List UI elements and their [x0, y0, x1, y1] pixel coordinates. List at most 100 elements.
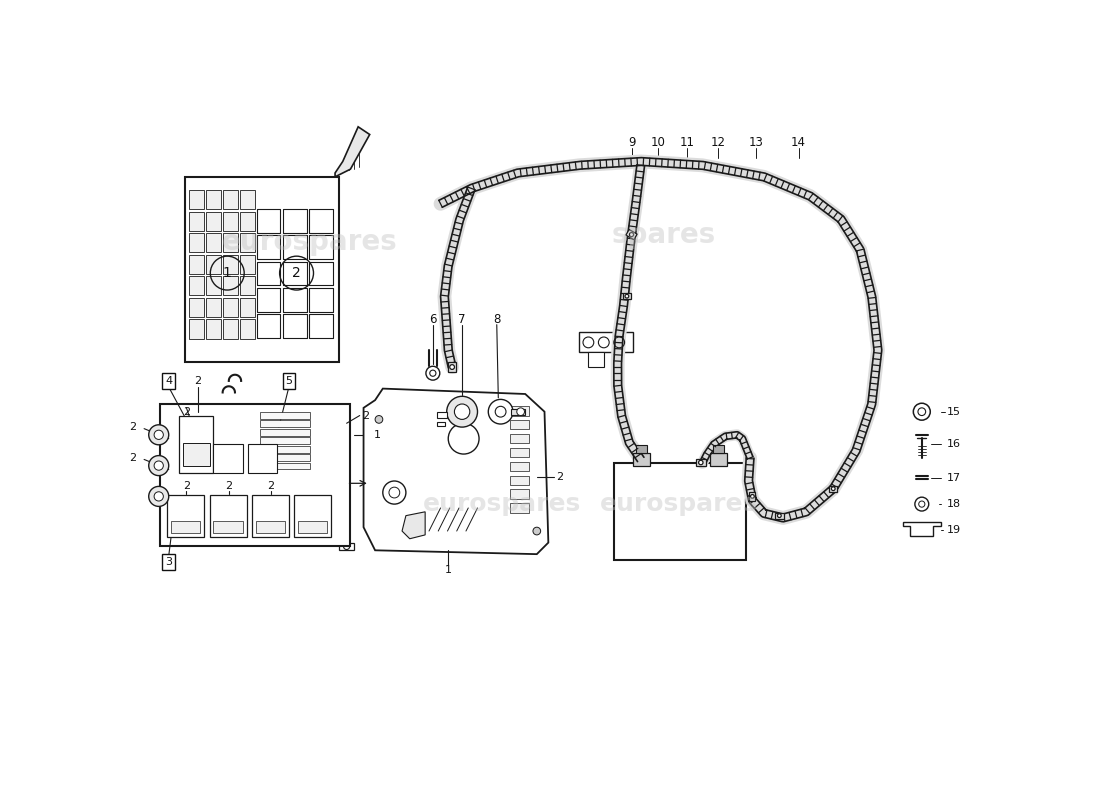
- Bar: [256, 209, 280, 233]
- Polygon shape: [902, 522, 942, 536]
- Bar: [206, 319, 221, 338]
- Circle shape: [915, 497, 928, 511]
- Bar: [213, 444, 243, 474]
- Bar: [213, 521, 243, 533]
- Text: 17: 17: [947, 473, 961, 483]
- Circle shape: [488, 399, 513, 424]
- Text: 12: 12: [711, 136, 725, 149]
- Text: 7: 7: [459, 313, 466, 326]
- Bar: [260, 420, 310, 427]
- Bar: [240, 190, 255, 209]
- Bar: [283, 288, 307, 311]
- Bar: [206, 211, 221, 230]
- Bar: [222, 276, 238, 295]
- Text: 1: 1: [223, 266, 232, 280]
- Circle shape: [517, 408, 525, 415]
- Bar: [240, 254, 255, 274]
- Polygon shape: [363, 389, 548, 554]
- Bar: [252, 495, 289, 538]
- Polygon shape: [623, 294, 631, 299]
- Circle shape: [447, 396, 477, 427]
- Bar: [634, 453, 650, 466]
- Text: eurospares: eurospares: [601, 492, 758, 516]
- Bar: [438, 422, 446, 426]
- Bar: [183, 442, 209, 466]
- Bar: [283, 235, 307, 259]
- Text: eurospares: eurospares: [222, 228, 397, 256]
- Circle shape: [832, 487, 835, 490]
- Bar: [189, 211, 205, 230]
- Text: 14: 14: [791, 136, 806, 149]
- Polygon shape: [449, 362, 455, 373]
- Text: 10: 10: [650, 136, 666, 149]
- Bar: [260, 446, 310, 453]
- Circle shape: [375, 415, 383, 423]
- Bar: [222, 254, 238, 274]
- Text: 15: 15: [947, 406, 961, 417]
- Circle shape: [148, 486, 168, 506]
- Bar: [510, 490, 529, 498]
- Bar: [713, 445, 724, 453]
- Text: 8: 8: [493, 313, 500, 326]
- Bar: [189, 190, 205, 209]
- Bar: [510, 448, 529, 457]
- Bar: [206, 254, 221, 274]
- Circle shape: [750, 494, 755, 498]
- Polygon shape: [749, 492, 756, 501]
- Text: 18: 18: [947, 499, 961, 509]
- Bar: [260, 462, 310, 470]
- Text: 1: 1: [444, 565, 452, 574]
- Bar: [309, 314, 332, 338]
- Circle shape: [625, 294, 629, 298]
- Text: eurospares: eurospares: [424, 492, 581, 516]
- Bar: [510, 420, 529, 430]
- Bar: [510, 434, 529, 443]
- Bar: [240, 211, 255, 230]
- Circle shape: [917, 408, 926, 415]
- Text: 2: 2: [183, 482, 190, 491]
- Bar: [283, 314, 307, 338]
- Bar: [283, 262, 307, 286]
- Text: 6: 6: [429, 313, 437, 326]
- Text: 5: 5: [285, 376, 293, 386]
- Text: 13: 13: [749, 136, 763, 149]
- Bar: [309, 209, 332, 233]
- Circle shape: [778, 514, 781, 518]
- Bar: [160, 404, 351, 546]
- Bar: [167, 495, 205, 538]
- Bar: [260, 429, 310, 435]
- Bar: [256, 235, 280, 259]
- Text: 3: 3: [165, 557, 173, 567]
- Bar: [309, 262, 332, 286]
- Text: spares: spares: [612, 221, 716, 249]
- Bar: [255, 521, 285, 533]
- Circle shape: [918, 501, 925, 507]
- Bar: [189, 233, 205, 252]
- Bar: [240, 298, 255, 317]
- Text: 2: 2: [183, 406, 190, 417]
- Circle shape: [430, 370, 436, 376]
- Circle shape: [698, 460, 703, 465]
- Circle shape: [426, 366, 440, 380]
- Bar: [249, 444, 277, 474]
- Bar: [206, 190, 221, 209]
- Bar: [222, 211, 238, 230]
- Bar: [222, 190, 238, 209]
- Bar: [309, 288, 332, 311]
- Bar: [240, 233, 255, 252]
- Polygon shape: [829, 486, 837, 492]
- Bar: [222, 298, 238, 317]
- Bar: [222, 319, 238, 338]
- Bar: [256, 262, 280, 286]
- Bar: [189, 276, 205, 295]
- Text: 2: 2: [129, 453, 136, 463]
- Bar: [222, 233, 238, 252]
- Circle shape: [532, 527, 541, 535]
- Text: 2: 2: [226, 482, 232, 491]
- Circle shape: [154, 461, 163, 470]
- Circle shape: [154, 492, 163, 501]
- Text: 2: 2: [195, 376, 201, 386]
- Text: 2: 2: [267, 482, 275, 491]
- Bar: [185, 177, 339, 362]
- Bar: [189, 319, 205, 338]
